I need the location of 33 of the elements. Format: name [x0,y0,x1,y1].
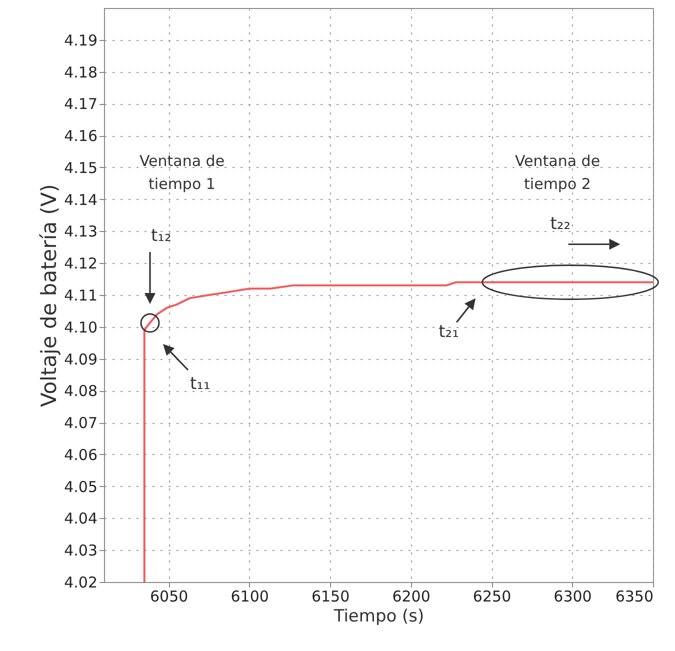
y-tick-label: 4.09 [64,350,98,368]
y-tick-label: 4.05 [64,478,98,496]
y-axis-title: Voltaje de batería (V) [37,184,62,407]
x-tick-label: 6350 [615,588,654,606]
y-tick-label: 4.02 [64,574,98,592]
x-tick-label: 6100 [230,588,269,606]
y-tick-label: 4.16 [64,127,98,146]
annotation: Ventana de tiempo 1 [138,151,226,194]
annotation: t₂₁ [438,322,459,342]
y-tick-label: 4.18 [64,63,98,82]
y-tick-label: 4.08 [64,382,98,400]
y-tick-label: 4.11 [64,286,98,304]
x-tick-label: 6200 [392,588,430,606]
x-axis-title: Tiempo (s) [332,606,424,626]
annotation: t₂₂ [550,214,571,234]
y-tick-label: 4.13 [64,222,98,241]
y-tick-label: 4.04 [64,510,98,528]
y-tick-label: 4.14 [64,190,98,209]
y-tick-label: 4.12 [64,254,98,273]
y-tick-label: 4.03 [64,542,98,560]
y-tick-label: 4.15 [64,158,98,177]
x-tick-label: 6150 [311,588,350,606]
y-tick-label: 4.10 [64,318,98,336]
x-tick-label: 6250 [472,588,512,606]
annotation: t₁₂ [151,226,172,246]
annotation: Ventana de tiempo 2 [514,151,602,194]
y-tick-label: 4.07 [64,414,98,432]
y-tick-label: 4.06 [64,446,98,464]
y-tick-label: 4.17 [64,95,98,114]
annotation: t₁₁ [190,374,210,394]
x-tick-label: 6050 [150,588,188,606]
x-tick-label: 6300 [554,588,592,606]
y-tick-label: 4.19 [64,31,98,50]
